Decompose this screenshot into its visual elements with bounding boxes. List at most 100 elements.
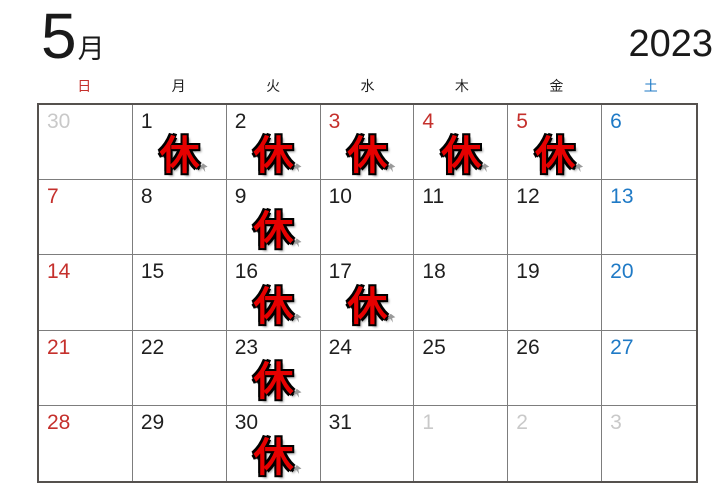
date-number: 19 [516, 260, 540, 284]
day-cell-12: 12 [508, 180, 603, 256]
date-number: 14 [47, 260, 71, 284]
date-number: 13 [610, 185, 634, 209]
holiday-stamp: 休 [440, 134, 490, 179]
day-cell-28: 28 [39, 405, 133, 481]
kyu-stamp-text: 休 [253, 134, 295, 179]
weekday-header-row: 日月火水木金土 [37, 77, 698, 95]
stamp-sparkle-icon [481, 163, 490, 173]
holiday-stamp: 休 [253, 209, 302, 254]
date-number: 30 [234, 410, 259, 434]
day-cell-23: 23 休 [226, 330, 321, 406]
date-number: 28 [47, 410, 71, 434]
day-cell-24: 24 [320, 330, 415, 406]
date-number: 1 [140, 110, 153, 133]
day-cell-21: 21 [39, 330, 133, 406]
day-cell-26: 26 [508, 330, 603, 406]
date-number: 22 [140, 335, 165, 359]
weekday-label-金: 金 [549, 78, 564, 94]
stamp-sparkle-icon [575, 163, 584, 173]
stamp-sparkle-icon [293, 313, 302, 323]
date-number: 29 [140, 410, 165, 434]
stamp-sparkle-icon [387, 313, 396, 323]
month-number: 5 [41, 0, 77, 72]
date-number: 25 [422, 335, 446, 359]
day-cell-7: 7 [39, 180, 133, 256]
date-number: 6 [610, 110, 622, 133]
day-cell-8: 8 [132, 180, 227, 256]
day-cell-19: 19 [508, 255, 603, 331]
date-number: 10 [328, 185, 352, 209]
stamp-sparkle-icon [387, 163, 396, 173]
date-number: 21 [47, 335, 71, 359]
day-cell-11: 11 [414, 180, 509, 256]
date-number: 9 [234, 185, 247, 209]
day-cell-5: 5 休 [508, 105, 603, 181]
holiday-stamp: 休 [253, 284, 302, 329]
day-cell-3: 3 [602, 406, 696, 481]
month-suffix: 月 [77, 34, 105, 64]
stamp-sparkle-icon [293, 238, 302, 248]
date-number: 2 [234, 110, 247, 133]
day-cell-17: 17 休 [320, 255, 415, 331]
day-cell-18: 18 [414, 255, 509, 331]
holiday-stamp: 休 [159, 134, 208, 179]
stamp-sparkle-icon [293, 464, 302, 474]
date-number: 30 [47, 110, 71, 133]
holiday-stamp: 休 [346, 284, 396, 329]
kyu-stamp-text: 休 [346, 284, 388, 329]
day-cell-4: 4 休 [414, 105, 509, 181]
date-number: 3 [610, 410, 622, 434]
day-cell-20: 20 [602, 255, 696, 331]
day-cell-2: 2 [508, 405, 603, 481]
weekday-label-火: 火 [266, 78, 281, 94]
weekday-label-土: 土 [643, 78, 658, 94]
date-number: 8 [140, 185, 153, 209]
holiday-stamp: 休 [346, 134, 396, 179]
day-cell-3: 3 休 [320, 105, 415, 181]
kyu-stamp-text: 休 [253, 209, 295, 254]
date-number: 17 [328, 260, 352, 284]
day-cell-31: 31 [321, 405, 415, 481]
holiday-stamp: 休 [253, 134, 302, 179]
day-cell-9: 9 休 [226, 180, 321, 256]
date-number: 20 [610, 260, 634, 284]
day-cell-25: 25 [414, 330, 509, 406]
date-number: 27 [610, 335, 634, 359]
date-number: 23 [234, 335, 259, 359]
date-number: 31 [328, 410, 352, 434]
day-cell-14: 14 [39, 255, 133, 331]
day-cell-15: 15 [132, 255, 227, 331]
stamp-sparkle-icon [293, 163, 302, 173]
date-number: 24 [328, 335, 352, 359]
day-cell-16: 16 休 [226, 255, 321, 331]
day-cell-13: 13 [602, 180, 696, 256]
day-cell-27: 27 [602, 331, 696, 406]
day-cell-22: 22 [132, 330, 227, 406]
day-cell-30: 30 休 [227, 405, 321, 481]
date-number: 1 [422, 410, 435, 434]
date-number: 7 [47, 185, 59, 209]
stamp-sparkle-icon [293, 388, 302, 398]
calendar-grid: 30 1 休 2 休 3 休 4 休 5 休 6 7 [37, 103, 698, 483]
date-number: 2 [516, 410, 528, 434]
kyu-stamp-text: 休 [253, 359, 295, 404]
holiday-stamp: 休 [253, 359, 302, 404]
day-cell-1: 1 [414, 405, 509, 481]
date-number: 11 [422, 185, 445, 209]
date-number: 15 [140, 260, 165, 284]
date-number: 18 [422, 260, 446, 284]
weekday-label-木: 木 [454, 78, 469, 94]
year-label: 2023 [628, 23, 713, 65]
kyu-stamp-text: 休 [440, 134, 482, 179]
date-number: 3 [328, 110, 341, 133]
kyu-stamp-text: 休 [346, 134, 388, 179]
kyu-stamp-text: 休 [253, 284, 295, 329]
day-cell-10: 10 [320, 180, 415, 256]
day-cell-29: 29 [133, 405, 227, 481]
kyu-stamp-text: 休 [159, 134, 201, 179]
weekday-label-月: 月 [171, 78, 186, 94]
date-number: 16 [234, 260, 259, 284]
weekday-label-日: 日 [77, 78, 92, 94]
kyu-stamp-text: 休 [253, 435, 295, 480]
day-cell-6: 6 [602, 105, 696, 181]
